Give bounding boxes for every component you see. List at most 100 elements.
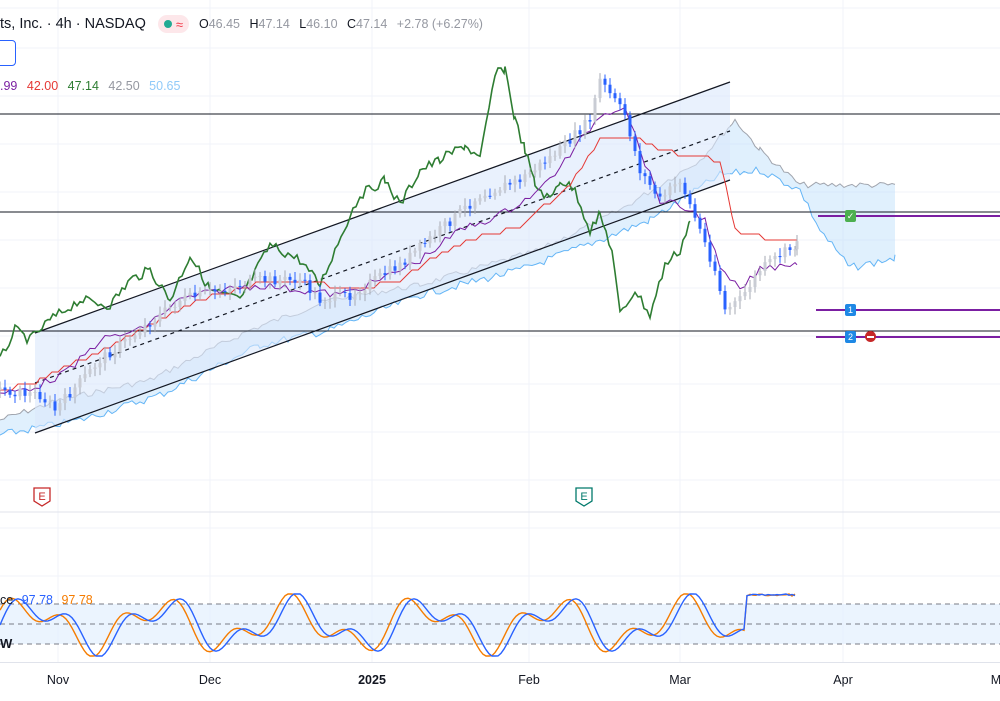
candle-body [388,266,392,276]
earnings-marker-icon: E [575,487,593,507]
wave-icon: ≈ [175,16,183,32]
candle-body [553,155,557,157]
candle-body [223,290,227,293]
candle-body [668,186,672,196]
candle-body [98,363,102,368]
candle-body [243,286,247,288]
candle-body [418,242,422,251]
stoch-watermark: W [0,636,13,651]
candle-body [768,259,772,263]
candle-body [558,146,562,156]
stoch-k-value: 97.78 [21,593,53,607]
candle-body [673,184,677,187]
price-change: +2.78 (+6.27%) [396,17,483,31]
stoch-k-line [0,593,796,657]
candle-body [718,270,722,291]
candle-body [578,130,582,135]
candle-body [788,247,792,250]
candle-body [548,156,552,164]
candle-body [193,292,197,297]
order-tag-2[interactable]: 2 [845,331,856,343]
earnings-badge-shape [575,487,593,507]
candle-body [538,162,542,171]
candle-body [348,293,352,300]
candle-body [123,338,127,342]
span-b-line [0,166,896,436]
candle-body [343,292,347,294]
time-axis[interactable]: Nov Dec 2025 Feb Mar Apr M [0,662,1000,701]
candle-body [88,369,92,375]
candle-body [513,179,517,185]
candle-body [43,399,47,403]
candle-body [523,174,527,183]
candle-body [133,335,137,339]
candle-body [213,289,217,292]
candle-body [298,279,302,283]
candle-body [28,392,32,396]
candle-body [333,292,337,301]
candle-body [83,374,87,379]
candle-body [253,276,257,279]
x-label-nov: Nov [46,673,70,687]
candle-body [118,341,122,353]
candle-body [643,173,647,177]
candle-body [498,190,502,193]
candle-body [178,300,182,308]
legend-toggle-button[interactable] [0,40,16,66]
stochastic-pane [0,593,1000,657]
candle-body [713,261,717,271]
symbol-header: ts, Inc. · 4h · NASDAQ ≈ O46.45 H47.14 L… [0,14,483,34]
earnings-badge-shape [33,487,51,507]
x-label-may: M [990,673,1000,687]
candle-body [203,290,207,292]
candle-body [368,279,372,291]
candle-body [358,293,362,295]
candle-body [693,204,697,218]
order-tag-1[interactable]: 1 [845,304,856,316]
earnings-label: E [38,491,45,503]
candle-body [458,208,462,214]
order-tag-target[interactable]: ✓ [845,210,856,222]
x-label-feb: Feb [518,673,540,687]
x-label-2025: 2025 [358,673,386,687]
candle-body [588,120,592,122]
candle-body [103,352,107,364]
candle-body [93,367,97,370]
stoch-d-value: 97.78 [61,593,93,607]
market-status-badge[interactable]: ≈ [157,15,189,33]
stop-icon[interactable] [865,331,876,342]
market-open-dot-icon [163,20,172,28]
stoch-label: ce [0,593,14,607]
candle-body [398,262,402,271]
candle-body [0,387,2,390]
chikou-line [0,66,691,357]
candle-body [168,307,172,309]
candle-body [448,221,452,226]
candle-body [288,276,292,280]
candle-body [703,228,707,243]
symbol-title[interactable]: ts, Inc. · 4h · NASDAQ [0,16,146,32]
candle-body [323,302,327,304]
channel-upper [34,81,731,334]
candle-body [598,78,602,99]
candle-body [758,270,762,276]
candle-body [183,295,187,301]
x-label-apr: Apr [833,673,853,687]
candle-body [603,78,607,85]
candle-body [393,266,397,271]
candle-body [308,280,312,293]
candle-body [353,294,357,300]
candle-body [303,279,307,281]
candle-body [463,205,467,209]
candle-body [293,279,297,283]
x-label-mar: Mar [669,673,691,687]
candle-body [423,242,427,244]
candle-body [138,332,142,336]
candle-body [795,241,799,250]
candle-body [428,236,432,244]
candle-body [433,235,437,237]
candle-body [318,292,322,303]
candle-body [128,338,132,340]
